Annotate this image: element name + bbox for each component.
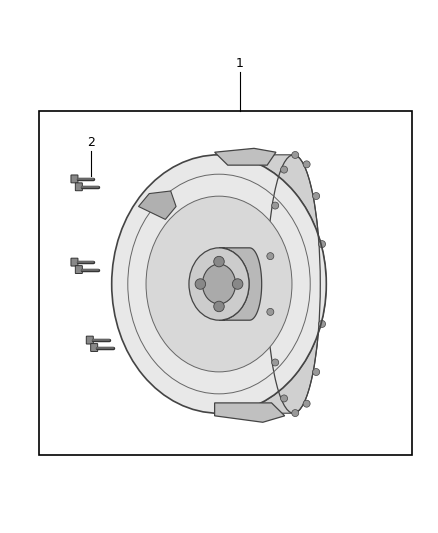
Ellipse shape (189, 248, 249, 320)
Ellipse shape (146, 196, 292, 372)
Text: 1: 1 (236, 57, 244, 70)
FancyBboxPatch shape (71, 258, 78, 266)
Ellipse shape (112, 155, 326, 413)
Circle shape (267, 253, 274, 260)
FancyBboxPatch shape (91, 344, 98, 351)
Polygon shape (215, 403, 285, 422)
FancyBboxPatch shape (71, 175, 78, 183)
Circle shape (272, 359, 279, 366)
Circle shape (195, 279, 205, 289)
Polygon shape (219, 155, 326, 413)
Polygon shape (138, 191, 176, 220)
Circle shape (267, 309, 274, 316)
Circle shape (292, 151, 299, 158)
Circle shape (303, 400, 310, 407)
Circle shape (313, 368, 320, 376)
Circle shape (233, 279, 243, 289)
Polygon shape (219, 248, 261, 320)
Circle shape (281, 166, 288, 173)
Circle shape (214, 301, 224, 312)
Ellipse shape (202, 264, 236, 304)
FancyBboxPatch shape (75, 265, 82, 273)
Circle shape (303, 161, 310, 168)
FancyBboxPatch shape (75, 183, 82, 191)
Circle shape (281, 395, 288, 402)
Circle shape (292, 409, 299, 417)
Circle shape (318, 320, 325, 327)
FancyBboxPatch shape (86, 336, 93, 344)
Polygon shape (215, 148, 276, 165)
Text: 2: 2 (87, 136, 95, 149)
Circle shape (313, 192, 320, 199)
Circle shape (272, 202, 279, 209)
Circle shape (214, 256, 224, 267)
Circle shape (318, 240, 325, 248)
